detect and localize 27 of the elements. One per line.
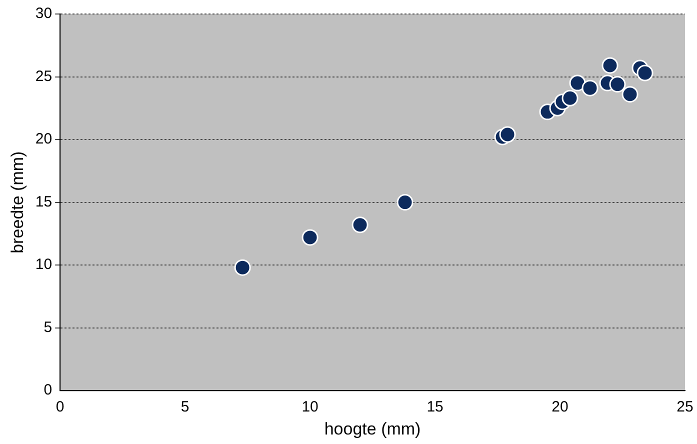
- point: [582, 80, 598, 96]
- x-tick-label: 15: [426, 398, 444, 416]
- y-tick-label: 5: [44, 318, 52, 336]
- point: [602, 57, 618, 74]
- y-axis-title: breedte (mm): [8, 151, 27, 254]
- point: [622, 86, 638, 103]
- point: [609, 76, 626, 93]
- y-tick-label: 20: [35, 130, 52, 148]
- point: [302, 229, 318, 246]
- y-tick-label: 25: [35, 68, 52, 85]
- point: [569, 74, 586, 92]
- point: [396, 194, 414, 211]
- x-tick-label: 5: [180, 398, 190, 416]
- point: [636, 64, 654, 82]
- x-axis-title: hoogte (mm): [324, 419, 421, 438]
- x-tick-label: 0: [56, 398, 64, 416]
- point: [234, 259, 251, 276]
- point: [562, 90, 578, 106]
- x-tick-label: 10: [302, 398, 318, 416]
- point: [499, 126, 516, 143]
- y-tick-label: 10: [35, 256, 52, 274]
- point: [352, 216, 368, 234]
- y-tick-label: 15: [35, 193, 52, 210]
- x-tick-label: 25: [676, 398, 694, 416]
- x-tick-label: 20: [552, 398, 568, 416]
- y-tick-label: 30: [35, 5, 52, 22]
- y-tick-label: 0: [44, 382, 52, 399]
